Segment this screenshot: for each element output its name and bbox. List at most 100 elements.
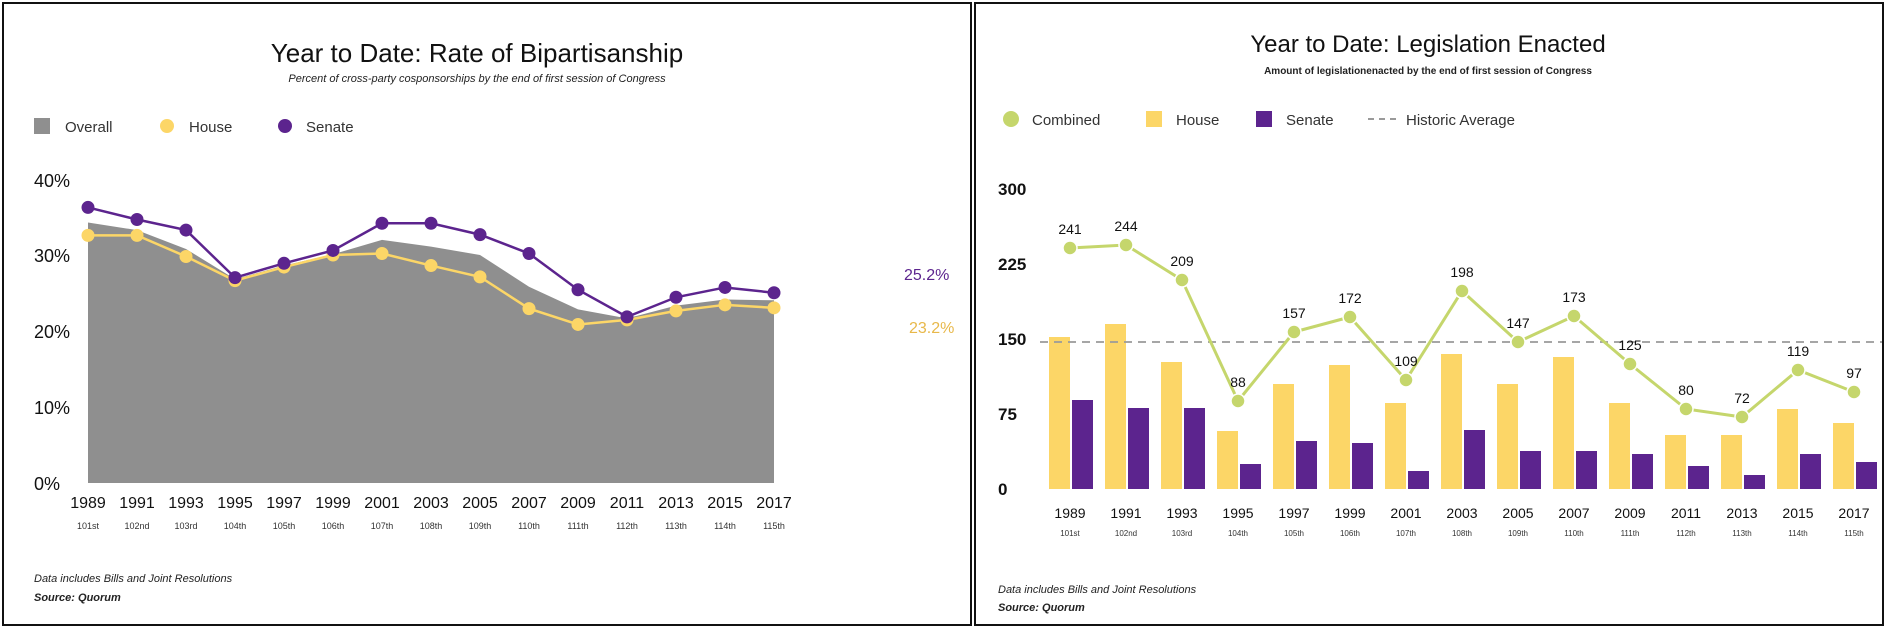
senate-bar xyxy=(1744,475,1765,489)
x-tick-label: 2013 xyxy=(1726,505,1757,521)
house-bar xyxy=(1833,423,1854,489)
combined-data-label: 157 xyxy=(1282,305,1306,321)
house-bar xyxy=(1665,435,1686,489)
x-tick-label: 1991 xyxy=(1110,505,1141,521)
y-axis: 300 225 150 75 0 xyxy=(998,180,1026,499)
combined-point xyxy=(1622,356,1638,372)
senate-bar xyxy=(1072,400,1093,489)
combined-data-label: 109 xyxy=(1394,353,1418,369)
senate-point xyxy=(81,200,95,214)
x-tick-sublabel: 109th xyxy=(469,521,492,531)
house-bar xyxy=(1497,384,1518,489)
senate-point xyxy=(669,290,683,304)
x-tick-label: 2003 xyxy=(1446,505,1477,521)
x-tick-label: 2005 xyxy=(1502,505,1533,521)
house-point xyxy=(130,228,144,242)
combined-point xyxy=(1510,334,1526,350)
x-tick-label: 1997 xyxy=(266,495,302,512)
x-tick-label: 2001 xyxy=(364,495,400,512)
senate-bar xyxy=(1576,451,1597,489)
legend-label-house: House xyxy=(189,119,232,136)
senate-point xyxy=(571,283,585,297)
combined-data-label: 241 xyxy=(1058,221,1082,237)
x-tick-label: 2007 xyxy=(1558,505,1589,521)
x-tick-label: 2009 xyxy=(1614,505,1645,521)
y-tick-label: 10% xyxy=(34,398,70,418)
x-tick-label: 2011 xyxy=(610,495,645,512)
x-tick-sublabel: 104th xyxy=(224,521,247,531)
combined-point xyxy=(1398,372,1414,388)
house-point xyxy=(375,246,389,260)
x-tick-sublabel: 108th xyxy=(1452,529,1472,538)
combined-point xyxy=(1454,283,1470,299)
senate-point xyxy=(767,286,781,300)
senate-point xyxy=(179,223,193,237)
senate-bar xyxy=(1520,451,1541,489)
x-tick-sublabel: 112th xyxy=(1676,529,1695,538)
combined-point xyxy=(1286,324,1302,340)
combined-point xyxy=(1230,393,1246,409)
x-tick-label: 1989 xyxy=(1054,505,1085,521)
x-tick-sublabel: 110th xyxy=(518,521,540,531)
overall-area xyxy=(88,222,774,483)
house-bar xyxy=(1217,431,1238,489)
house-bar xyxy=(1329,365,1350,489)
combined-point xyxy=(1062,240,1078,256)
house-point xyxy=(473,270,487,284)
x-tick-label: 1993 xyxy=(168,495,204,512)
senate-bar xyxy=(1408,471,1429,489)
senate-point xyxy=(277,256,291,270)
footnote: Data includes Bills and Joint Resolution… xyxy=(34,573,233,585)
house-end-label: 23.2% xyxy=(909,320,954,337)
x-tick-label: 2009 xyxy=(560,495,596,512)
x-tick-label: 1989 xyxy=(70,495,106,512)
y-tick-label: 225 xyxy=(998,255,1026,274)
house-bar xyxy=(1777,409,1798,489)
combined-data-label: 119 xyxy=(1787,343,1810,359)
x-axis: 1989 101st 1991 102nd 1993 103rd 1995 104th 1997… xyxy=(70,495,792,531)
x-tick-label: 2015 xyxy=(707,495,743,512)
plot-area: 241 244 209 88 157 172 109 198 147 173 125 80 72 119 9… xyxy=(1040,218,1884,489)
x-tick-sublabel: 115th xyxy=(1844,529,1863,538)
x-tick-label: 2001 xyxy=(1390,505,1421,521)
x-tick-label: 2017 xyxy=(1838,505,1869,521)
combined-data-label: 80 xyxy=(1678,382,1694,398)
y-tick-label: 0% xyxy=(34,474,60,494)
x-tick-label: 1991 xyxy=(119,495,155,512)
house-bar xyxy=(1049,337,1070,489)
senate-bar xyxy=(1856,462,1877,489)
source-note: Source: Quorum xyxy=(34,592,121,604)
x-tick-label: 2013 xyxy=(658,495,694,512)
combined-point xyxy=(1678,401,1694,417)
senate-bar xyxy=(1352,443,1373,489)
legend-label-house: House xyxy=(1176,112,1219,129)
chart-subtitle: Amount of legislationenacted by the end … xyxy=(1264,66,1592,77)
x-tick-label: 1995 xyxy=(217,495,253,512)
x-tick-label: 1999 xyxy=(315,495,351,512)
chart-title: Year to Date: Legislation Enacted xyxy=(1250,31,1605,58)
house-point xyxy=(81,228,95,242)
combined-data-label: 72 xyxy=(1734,390,1750,406)
house-point xyxy=(424,259,438,273)
senate-bar xyxy=(1128,408,1149,489)
house-bar xyxy=(1553,357,1574,489)
x-tick-sublabel: 108th xyxy=(420,521,443,531)
x-tick-sublabel: 107th xyxy=(1396,529,1416,538)
senate-bar xyxy=(1800,454,1821,489)
x-tick-sublabel: 104th xyxy=(1228,529,1248,538)
house-point xyxy=(767,301,781,315)
senate-end-label: 25.2% xyxy=(904,267,949,284)
senate-point xyxy=(522,246,536,260)
x-tick-label: 2011 xyxy=(1671,505,1701,521)
source-note: Source: Quorum xyxy=(998,602,1085,614)
senate-point xyxy=(130,213,144,227)
x-tick-sublabel: 114th xyxy=(714,521,736,531)
y-tick-label: 0 xyxy=(998,480,1007,499)
x-tick-sublabel: 102nd xyxy=(124,521,149,531)
combined-point xyxy=(1790,362,1806,378)
y-tick-label: 300 xyxy=(998,180,1026,199)
x-tick-label: 2005 xyxy=(462,495,498,512)
legend-label-overall: Overall xyxy=(65,119,113,136)
legend-label-combined: Combined xyxy=(1032,112,1100,129)
combined-point xyxy=(1566,308,1582,324)
